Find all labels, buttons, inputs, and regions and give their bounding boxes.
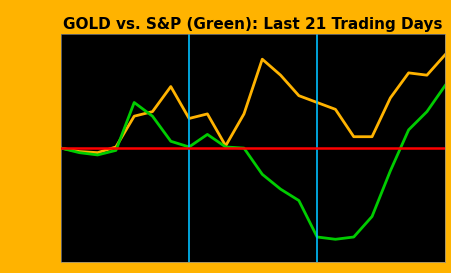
Title: GOLD vs. S&P (Green): Last 21 Trading Days: GOLD vs. S&P (Green): Last 21 Trading Da…: [63, 17, 442, 32]
